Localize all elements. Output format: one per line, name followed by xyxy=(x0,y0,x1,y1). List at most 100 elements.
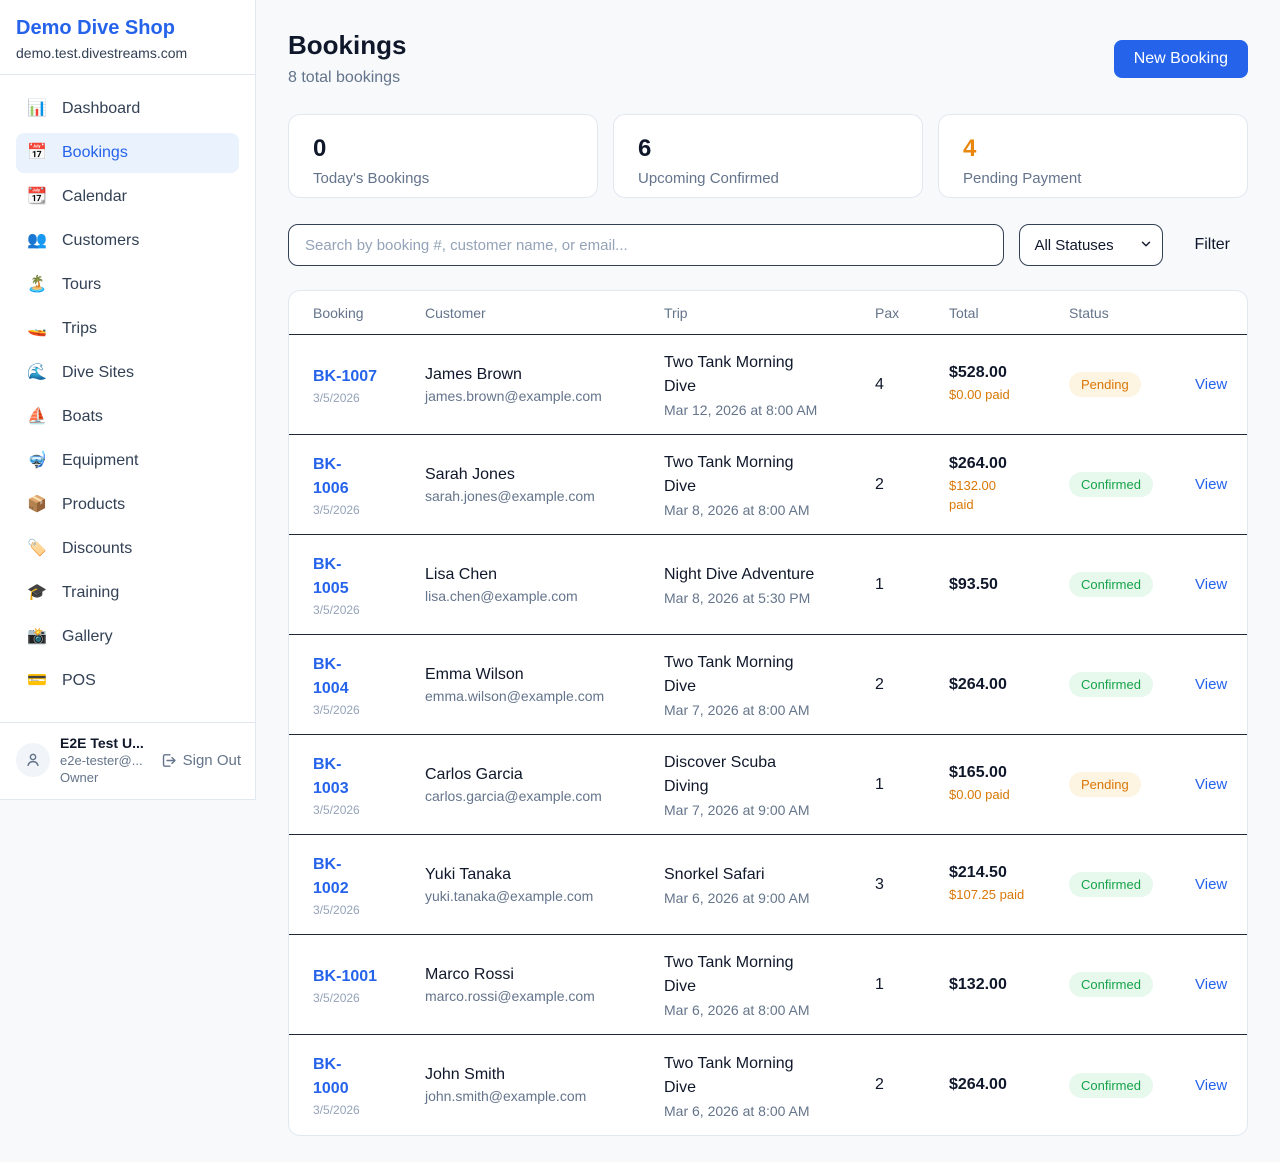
status-cell: Pending xyxy=(1069,372,1195,397)
booking-date: 3/5/2026 xyxy=(313,802,360,817)
status-badge: Confirmed xyxy=(1069,972,1153,997)
booking-id-link[interactable]: BK-1000 xyxy=(313,1056,349,1097)
speedboat-icon: 🚤 xyxy=(27,320,47,337)
tear-off-calendar-icon: 📆 xyxy=(27,188,47,205)
filter-button[interactable]: Filter xyxy=(1178,236,1248,254)
booking-cell: BK-1004 3/5/2026 xyxy=(313,653,425,717)
total-cell: $93.50 xyxy=(949,576,1069,594)
trip-datetime: Mar 6, 2026 at 8:00 AM xyxy=(664,1002,810,1018)
total-cell: $264.00 $132.00 paid xyxy=(949,455,1069,515)
paid-amount: $0.00 paid xyxy=(949,387,1010,403)
sidebar-item-label: Bookings xyxy=(62,144,128,161)
status-badge: Pending xyxy=(1069,772,1141,797)
sidebar-item-gallery[interactable]: 📸 Gallery xyxy=(16,617,239,657)
logout-icon xyxy=(162,753,176,767)
sidebar-item-discounts[interactable]: 🏷️ Discounts xyxy=(16,529,239,569)
sidebar-item-bookings[interactable]: 📅 Bookings xyxy=(16,133,239,173)
total-cell: $214.50 $107.25 paid xyxy=(949,864,1069,905)
customer-name: James Brown xyxy=(425,365,522,383)
view-link[interactable]: View xyxy=(1195,576,1228,593)
booking-date: 3/5/2026 xyxy=(313,602,360,617)
booking-cell: BK-1003 3/5/2026 xyxy=(313,753,425,817)
trip-datetime: Mar 6, 2026 at 8:00 AM xyxy=(664,1102,810,1119)
bookings-table: Booking Customer Trip Pax Total Status B… xyxy=(288,290,1248,1136)
trip-datetime: Mar 8, 2026 at 5:30 PM xyxy=(664,590,811,606)
booking-id-link[interactable]: BK-1004 xyxy=(313,655,349,697)
pax-value: 4 xyxy=(875,375,884,393)
status-select[interactable]: All Statuses xyxy=(1019,224,1164,266)
sidebar-item-training[interactable]: 🎓 Training xyxy=(16,573,239,613)
view-link[interactable]: View xyxy=(1195,1076,1228,1094)
sailboat-icon: ⛵ xyxy=(27,408,47,425)
booking-id-link[interactable]: BK-1001 xyxy=(313,967,378,985)
booking-id-link[interactable]: BK-1007 xyxy=(313,367,378,385)
page-title-block: Bookings 8 total bookings xyxy=(288,30,406,87)
trip-name: Two Tank Morning Dive xyxy=(664,1054,794,1096)
sidebar-item-label: Discounts xyxy=(62,540,133,557)
customer-email: marco.rossi@example.com xyxy=(425,987,595,1004)
brand-domain: demo.test.divestreams.com xyxy=(16,45,188,61)
booking-cell: BK-1002 3/5/2026 xyxy=(313,853,425,917)
trip-name: Two Tank Morning Dive xyxy=(664,354,794,395)
sidebar-item-tours[interactable]: 🏝️ Tours xyxy=(16,265,239,305)
avatar xyxy=(16,743,50,777)
island-icon: 🏝️ xyxy=(27,276,47,293)
column-header-trip: Trip xyxy=(664,304,688,321)
booking-id-link[interactable]: BK-1003 xyxy=(313,755,349,797)
table-row: BK-1007 3/5/2026 James Brown james.brown… xyxy=(289,335,1247,435)
user-role: Owner xyxy=(60,770,99,785)
customer-email: sarah.jones@example.com xyxy=(425,487,595,504)
sidebar-item-equipment[interactable]: 🤿 Equipment xyxy=(16,441,239,481)
user-name: E2E Test U... xyxy=(60,735,144,751)
total-amount: $528.00 xyxy=(949,364,1007,382)
total-amount: $264.00 xyxy=(949,675,1007,693)
column-header-booking: Booking xyxy=(313,304,364,321)
sidebar-item-dive-sites[interactable]: 🌊 Dive Sites xyxy=(16,353,239,393)
filter-row: All Statuses Filter xyxy=(288,224,1248,266)
sidebar-item-boats[interactable]: ⛵ Boats xyxy=(16,397,239,437)
sidebar-item-label: Training xyxy=(62,584,120,601)
status-cell: Confirmed xyxy=(1069,472,1195,497)
search-input[interactable] xyxy=(288,224,1005,266)
view-link[interactable]: View xyxy=(1195,876,1228,893)
stat-label: Upcoming Confirmed xyxy=(638,170,779,187)
view-link[interactable]: View xyxy=(1195,976,1228,993)
sidebar-item-dashboard[interactable]: 📊 Dashboard xyxy=(16,89,239,129)
trip-name: Snorkel Safari xyxy=(664,866,765,883)
sidebar-item-products[interactable]: 📦 Products xyxy=(16,485,239,525)
credit-card-icon: 💳 xyxy=(27,672,47,689)
sidebar-item-pos[interactable]: 💳 POS xyxy=(16,661,239,701)
table-row: BK-1003 3/5/2026 Carlos Garcia carlos.ga… xyxy=(289,735,1247,835)
sign-out-button[interactable]: Sign Out xyxy=(160,752,241,769)
booking-id-link[interactable]: BK-1006 xyxy=(313,455,349,497)
customer-name: Carlos Garcia xyxy=(425,765,523,783)
dive-mask-icon: 🤿 xyxy=(27,452,47,469)
customer-email: emma.wilson@example.com xyxy=(425,687,605,704)
status-badge: Confirmed xyxy=(1069,672,1153,697)
total-cell: $165.00 $0.00 paid xyxy=(949,764,1069,805)
wave-icon: 🌊 xyxy=(27,364,47,381)
customer-name: Marco Rossi xyxy=(425,965,514,983)
total-cell: $528.00 $0.00 paid xyxy=(949,364,1069,405)
view-link[interactable]: View xyxy=(1195,776,1228,793)
page-header: Bookings 8 total bookings New Booking xyxy=(288,30,1248,87)
trip-cell: Snorkel Safari Mar 6, 2026 at 9:00 AM xyxy=(664,863,875,906)
sidebar-nav: 📊 Dashboard 📅 Bookings 📆 Calendar 👥 Cust… xyxy=(0,75,255,722)
trip-name: Two Tank Morning Dive xyxy=(664,454,794,495)
view-link[interactable]: View xyxy=(1195,676,1228,693)
package-icon: 📦 xyxy=(27,496,47,513)
booking-id-link[interactable]: BK-1002 xyxy=(313,855,349,897)
graduation-cap-icon: 🎓 xyxy=(27,584,47,601)
booking-id-link[interactable]: BK-1005 xyxy=(313,555,349,597)
sidebar-item-calendar[interactable]: 📆 Calendar xyxy=(16,177,239,217)
customer-name: Emma Wilson xyxy=(425,665,524,683)
view-link[interactable]: View xyxy=(1195,376,1228,393)
view-link[interactable]: View xyxy=(1195,476,1228,493)
sidebar-item-trips[interactable]: 🚤 Trips xyxy=(16,309,239,349)
new-booking-button[interactable]: New Booking xyxy=(1113,40,1248,78)
sidebar-item-customers[interactable]: 👥 Customers xyxy=(16,221,239,261)
customer-email: lisa.chen@example.com xyxy=(425,587,578,604)
booking-date: 3/5/2026 xyxy=(313,702,360,717)
user-block: E2E Test U... e2e-tester@... Owner Sign … xyxy=(0,722,255,799)
sidebar: Demo Dive Shop demo.test.divestreams.com… xyxy=(0,0,256,800)
